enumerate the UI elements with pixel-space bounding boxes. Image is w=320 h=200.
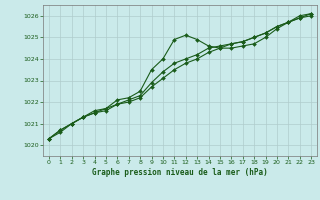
X-axis label: Graphe pression niveau de la mer (hPa): Graphe pression niveau de la mer (hPa): [92, 168, 268, 177]
